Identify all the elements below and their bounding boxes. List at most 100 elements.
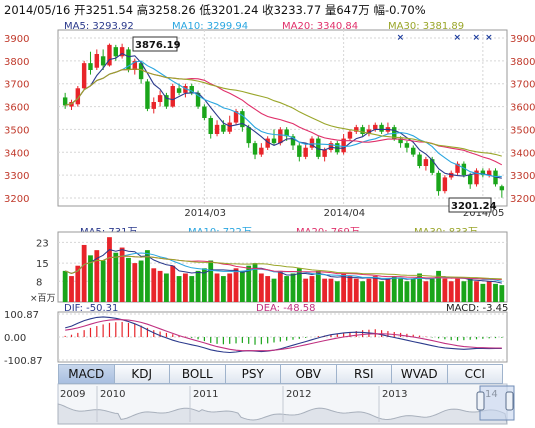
- volume-bar: [277, 270, 283, 302]
- volume-bar: [423, 281, 429, 302]
- max-callout: 3876.19: [132, 36, 181, 52]
- overview-left-handle[interactable]: [476, 391, 485, 411]
- candle-body: [423, 159, 429, 166]
- macd-tick: 0.00: [4, 333, 26, 344]
- volume-bar: [385, 278, 391, 302]
- min-label: 3201.24: [451, 201, 497, 212]
- candle-body: [132, 60, 137, 70]
- event-marker-icon: ×: [454, 33, 462, 43]
- candle-body: [290, 136, 296, 146]
- candle-body: [252, 143, 258, 155]
- price-tick-left: 3500: [4, 125, 29, 136]
- volume-bar: [290, 273, 296, 302]
- macd-lines: [65, 316, 502, 354]
- candle-body: [455, 163, 460, 173]
- dea-legend: DEA: -48.58: [256, 303, 316, 314]
- high-label: 高: [136, 3, 149, 17]
- volume-bar: [360, 281, 366, 302]
- tab-kdj[interactable]: KDJ: [113, 364, 170, 384]
- candle-body: [411, 147, 416, 155]
- volume-bar: [252, 263, 258, 302]
- overview-year-label: 2012: [286, 389, 311, 400]
- ma10-line: [65, 60, 502, 178]
- price-tick-right: 3200: [510, 194, 535, 205]
- tab-psy[interactable]: PSY: [224, 364, 281, 384]
- volume-ma-lines: [65, 249, 502, 284]
- candle-body: [461, 163, 467, 176]
- volume-bar: [322, 278, 328, 302]
- candle-body: [430, 159, 435, 173]
- tab-wvad[interactable]: WVAD: [391, 364, 448, 384]
- candle-body: [240, 111, 245, 128]
- candle-body: [398, 138, 403, 144]
- tab-cci[interactable]: CCI: [446, 364, 503, 384]
- ma5-line: [65, 52, 502, 179]
- indicator-tabs: MACD KDJ BOLL PSY OBV RSI WVAD CCI: [58, 364, 503, 384]
- candle-body: [278, 129, 283, 144]
- volume-bar: [442, 278, 448, 302]
- volume-bar: [107, 237, 112, 302]
- overview-year-label: 2010: [100, 389, 125, 400]
- candle-body: [62, 97, 68, 106]
- price-tick-right: 3600: [510, 103, 535, 114]
- overview-year-label: 2011: [193, 389, 218, 400]
- candle-body: [183, 86, 188, 93]
- event-markers: × × × ×: [397, 33, 493, 43]
- tab-boll[interactable]: BOLL: [169, 364, 226, 384]
- candle-body: [316, 138, 321, 157]
- price-tick-right: 3300: [510, 171, 535, 182]
- candle-body: [189, 86, 194, 93]
- candle-body: [265, 138, 270, 148]
- candle-body: [195, 92, 201, 107]
- volume-panel: 23 15 8 ×百万: [30, 231, 508, 304]
- tab-obv[interactable]: OBV: [280, 364, 337, 384]
- volume-bar: [347, 276, 353, 302]
- ma-lines: [65, 52, 503, 179]
- volume-bar: [233, 268, 239, 302]
- candle-body: [354, 127, 359, 132]
- candle-body: [474, 170, 479, 185]
- volume-bar: [62, 270, 68, 302]
- tab-rsi[interactable]: RSI: [335, 364, 392, 384]
- price-ma30-legend: MA30: 3381.89: [388, 21, 465, 32]
- macd-panel: 100.87 0.00 -100.87: [4, 310, 508, 367]
- price-tick-left: 3700: [4, 80, 29, 91]
- price-y-axis-left: 3900 3800 3700 3600 3500 3400 3300 3200: [4, 34, 29, 205]
- volume-tick: 15: [36, 259, 49, 270]
- candle-body: [271, 138, 277, 144]
- volume-bar: [398, 278, 403, 302]
- volume-bar: [379, 281, 384, 302]
- candle-body: [170, 86, 175, 107]
- candle-body: [486, 170, 492, 176]
- overview-right-handle[interactable]: [505, 391, 514, 411]
- price-tick-left: 3200: [4, 194, 29, 205]
- event-marker-icon: ×: [473, 33, 481, 43]
- candle-body: [417, 154, 422, 166]
- candle-body: [259, 147, 264, 155]
- volume-bar: [429, 278, 435, 302]
- volume-bar: [100, 260, 106, 302]
- volume-bar: [189, 276, 195, 302]
- candle-body: [107, 44, 112, 66]
- overview-navigator[interactable]: 2009201020112012201314: [57, 383, 515, 425]
- volume-tick: 23: [36, 238, 49, 249]
- ohlc-header: 2014/05/16 开3251.54 高3258.26 低3201.24 收3…: [4, 2, 426, 18]
- overview-year-label: 2009: [60, 389, 85, 400]
- price-x-tick: 2014/04: [324, 208, 366, 219]
- price-x-tick: 2014/03: [184, 208, 226, 219]
- price-ma5-legend: MA5: 3293.92: [64, 21, 134, 32]
- volume-bar: [214, 273, 220, 302]
- volume-bar: [119, 247, 125, 302]
- tab-macd[interactable]: MACD: [58, 364, 115, 384]
- candle-body: [214, 124, 220, 134]
- candle-body: [480, 170, 486, 176]
- overview-year-label: 2013: [382, 389, 407, 400]
- event-marker-icon: ×: [397, 33, 405, 43]
- close-value: 3233.77: [273, 3, 322, 17]
- event-marker-icon: ×: [485, 33, 493, 43]
- volume-bar: [486, 281, 492, 302]
- candle-body: [499, 186, 505, 191]
- candle-body: [81, 63, 87, 89]
- dea-line: [65, 319, 502, 352]
